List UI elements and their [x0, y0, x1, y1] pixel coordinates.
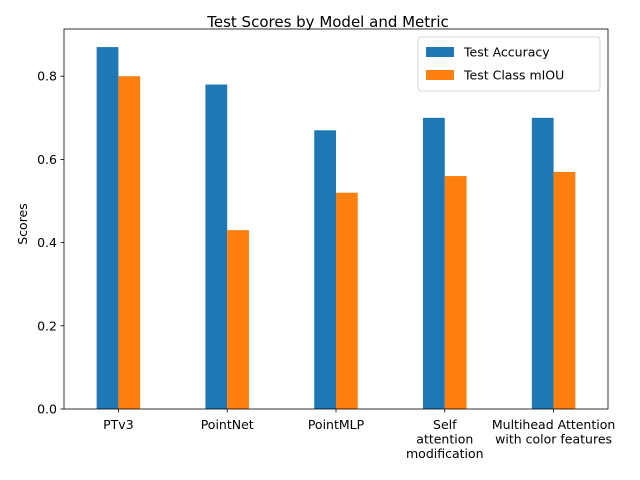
y-axis-label: Scores [15, 203, 30, 245]
bar-test-accuracy [205, 84, 228, 409]
y-tick-label: 0.0 [37, 402, 57, 417]
x-tick-label: PTv3 [103, 417, 134, 432]
y-tick-label: 0.2 [37, 318, 57, 333]
x-tick-label: Self attention modification [406, 417, 484, 461]
bar-test-class-miou [336, 192, 358, 409]
legend-box [417, 36, 601, 92]
bar-test-accuracy [531, 117, 554, 410]
x-tick-label: Multihead Attention with color features [492, 417, 615, 447]
bar-test-class-miou [227, 230, 249, 409]
bars-group [96, 47, 576, 410]
legend-label: Test Class mIOU [463, 68, 564, 83]
bar-test-class-miou [444, 176, 467, 409]
y-tick-label: 0.6 [37, 152, 57, 167]
bar-test-accuracy [96, 47, 119, 409]
y-tick-label: 0.8 [37, 69, 57, 84]
x-ticks: PTv3 PointNet PointMLP Self attention modific… [103, 409, 615, 461]
legend: Test Accuracy Test Class mIOU [417, 36, 601, 92]
legend-swatch [426, 47, 454, 57]
bar-test-class-miou [118, 76, 141, 409]
y-tick-label: 0.4 [37, 235, 57, 250]
x-tick-label: PointMLP [308, 417, 365, 432]
bar-test-accuracy [423, 117, 445, 410]
y-ticks: 0.0 0.2 0.4 0.6 0.8 [37, 69, 64, 417]
bar-test-class-miou [553, 171, 576, 409]
chart-title: Test Scores by Model and Metric [206, 13, 449, 31]
x-tick-label: PointNet [201, 417, 254, 432]
legend-swatch [426, 70, 454, 80]
legend-label: Test Accuracy [463, 45, 550, 60]
bar-test-accuracy [314, 130, 336, 409]
